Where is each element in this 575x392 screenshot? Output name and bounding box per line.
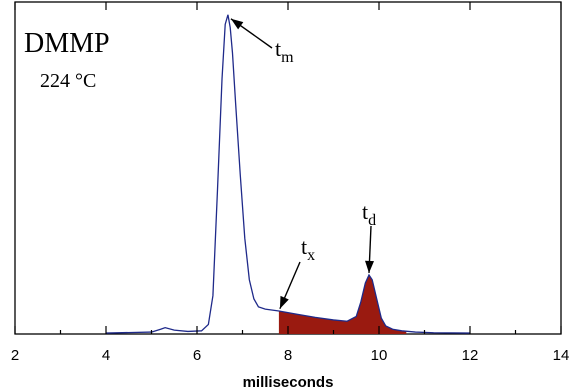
- annotations: tm tx td: [230, 18, 376, 310]
- tm-label: tm: [275, 36, 294, 66]
- x-tick-label: 12: [462, 347, 479, 364]
- td-label: td: [362, 199, 376, 229]
- signal-trace: [105, 14, 471, 334]
- chart-subtitle: 224 °C: [40, 70, 96, 92]
- chart-title: DMMP: [24, 28, 110, 59]
- x-tick-label: 4: [102, 347, 110, 364]
- series-line: [105, 14, 471, 334]
- tx-label: tx: [301, 234, 315, 264]
- x-tick-label: 2: [11, 347, 19, 364]
- tx-arrowhead: [279, 295, 289, 309]
- td-arrowhead: [365, 260, 374, 273]
- shaded-area: [278, 274, 407, 334]
- chart-title-text: DMMP: [24, 28, 110, 59]
- shaded-region: [278, 274, 407, 334]
- x-tick-label: 8: [284, 347, 292, 364]
- x-axis: 2 4 6 8 10 12 14: [11, 2, 570, 364]
- x-tick-label: 10: [371, 347, 388, 364]
- x-axis-label: milliseconds: [243, 374, 334, 391]
- x-tick-label: 6: [193, 347, 201, 364]
- x-tick-label: 14: [553, 347, 570, 364]
- tm-arrowhead: [230, 18, 244, 30]
